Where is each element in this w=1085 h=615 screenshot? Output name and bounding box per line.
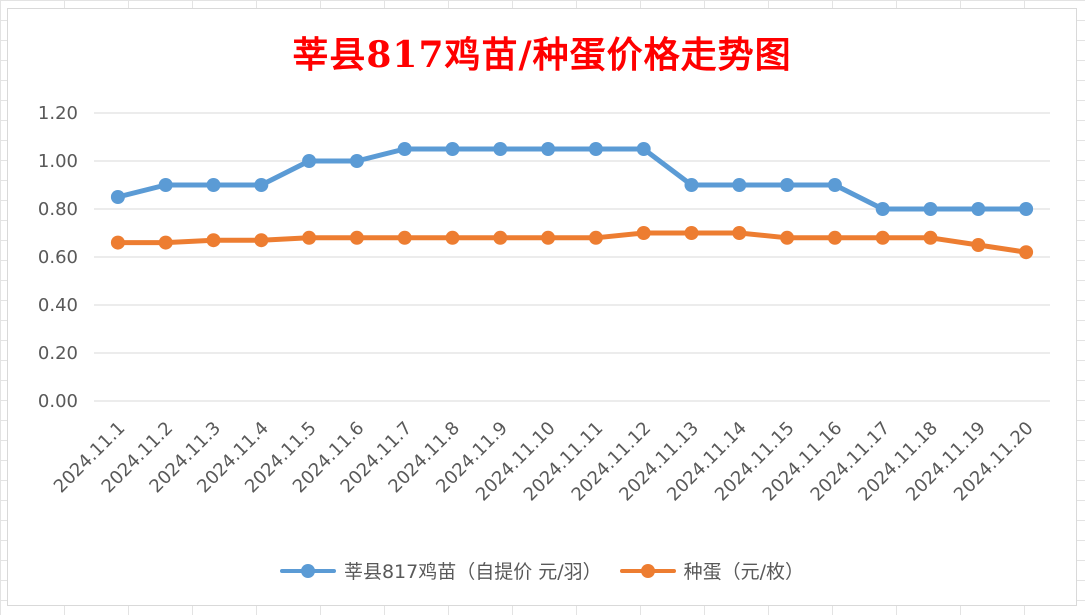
data-point xyxy=(254,178,269,192)
data-point xyxy=(254,233,269,248)
data-point xyxy=(827,178,842,192)
data-point xyxy=(971,202,986,216)
data-point xyxy=(541,142,556,156)
data-point xyxy=(493,230,508,245)
data-point xyxy=(732,178,747,192)
data-point xyxy=(684,178,699,192)
y-tick-label: 0.80 xyxy=(38,199,78,220)
data-point xyxy=(827,230,842,245)
legend-entry-chick: 莘县817鸡苗（自提价 元/羽） xyxy=(279,557,602,584)
legend-entry-egg: 种蛋（元/枚） xyxy=(619,557,805,584)
data-point xyxy=(636,142,651,156)
data-point xyxy=(206,233,221,248)
data-point xyxy=(780,230,795,245)
data-point xyxy=(158,235,173,250)
legend: 莘县817鸡苗（自提价 元/羽） 种蛋（元/枚） xyxy=(8,557,1076,584)
plot-area: 0.000.200.400.600.801.001.20 2024.11.120… xyxy=(38,103,1050,505)
data-point xyxy=(110,235,125,250)
data-point xyxy=(1019,245,1034,260)
legend-swatch-egg xyxy=(619,561,676,581)
data-point xyxy=(923,230,938,245)
legend-label-chick: 莘县817鸡苗（自提价 元/羽） xyxy=(343,561,602,583)
data-point xyxy=(780,178,795,192)
y-tick-label: 1.20 xyxy=(38,103,78,124)
data-point xyxy=(1019,202,1034,216)
legend-swatch-chick xyxy=(279,561,336,581)
data-point xyxy=(302,154,317,168)
data-point xyxy=(349,154,364,168)
data-point xyxy=(110,190,125,204)
data-point xyxy=(875,202,890,216)
y-tick-label: 0.40 xyxy=(38,295,78,316)
chart-title: 莘县817鸡苗/种蛋价格走势图 xyxy=(292,34,792,76)
data-point xyxy=(588,142,603,156)
legend-label-egg: 种蛋（元/枚） xyxy=(683,561,805,583)
y-tick-label: 0.60 xyxy=(38,247,78,268)
data-point xyxy=(349,230,364,245)
chart-area[interactable]: 莘县817鸡苗/种蛋价格走势图 0.00 0.20 0.40 0.60 0.80 1.00… xyxy=(7,8,1077,606)
data-point xyxy=(588,230,603,245)
data-point xyxy=(158,178,173,192)
series-line-1 xyxy=(115,230,1029,255)
data-point xyxy=(445,142,460,156)
data-point xyxy=(875,230,890,245)
data-point xyxy=(302,230,317,245)
data-point xyxy=(732,226,747,240)
data-point xyxy=(923,202,938,216)
data-point xyxy=(541,230,556,245)
data-point xyxy=(636,226,651,240)
series-line-0 xyxy=(115,146,1029,212)
data-point xyxy=(445,230,460,245)
y-tick-label: 1.00 xyxy=(38,151,78,172)
y-tick-label: 0.20 xyxy=(38,343,78,364)
data-point xyxy=(206,178,221,192)
data-point xyxy=(684,226,699,240)
data-point xyxy=(397,142,412,156)
data-point xyxy=(493,142,508,156)
data-point xyxy=(971,238,986,252)
y-tick-label: 0.00 xyxy=(38,391,78,412)
data-point xyxy=(397,230,412,245)
